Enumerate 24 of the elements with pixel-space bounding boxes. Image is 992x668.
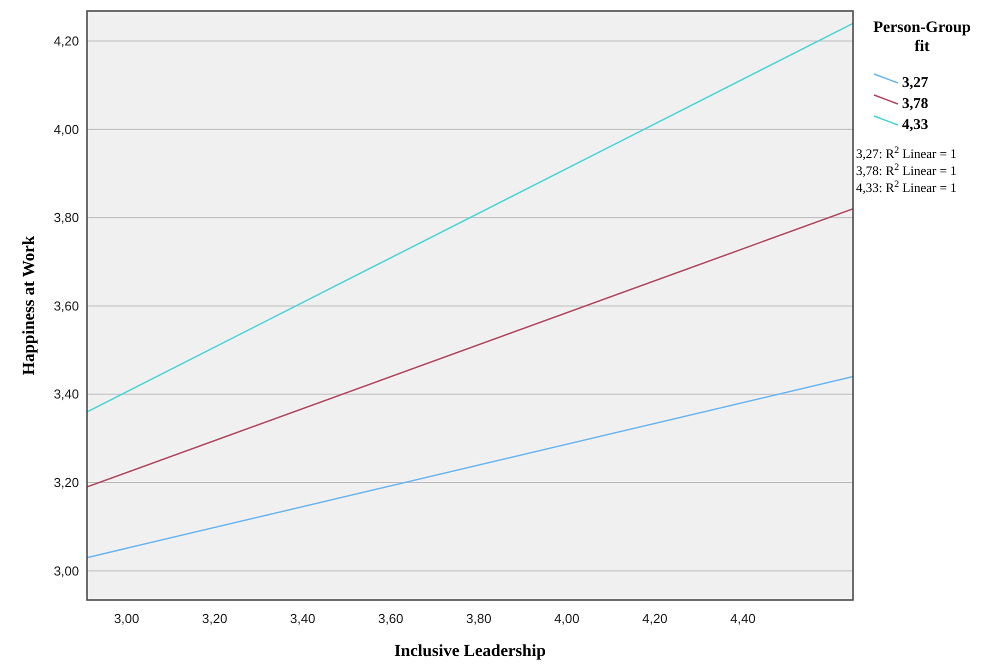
x-tick-label: 3,20	[202, 611, 228, 626]
x-axis-title: Inclusive Leadership	[394, 641, 546, 660]
legend-label: 4,33	[902, 117, 928, 133]
legend-title: Person-Group fit	[873, 19, 971, 55]
text: 3,78: R$^{2}$ Linear = 1	[856, 162, 957, 178]
text: 3,27: R$^{2}$ Linear = 1	[856, 144, 957, 161]
y-tick-label: 4,00	[54, 122, 79, 137]
legend-label: 3,27	[902, 75, 929, 91]
x-tick-label: 4,40	[730, 611, 756, 626]
x-tick-label: 3,40	[290, 611, 316, 626]
x-tick-label: 3,80	[466, 611, 492, 626]
x-tick-label: 4,00	[554, 611, 580, 626]
y-tick-label: 4,20	[54, 34, 79, 49]
text: 4,33: R$^{2}$ Linear = 1	[856, 178, 957, 195]
y-tick-label: 3,40	[54, 386, 79, 402]
x-tick-label: 3,00	[114, 611, 140, 626]
x-tick-label: 3,60	[378, 611, 404, 626]
y-tick-label: 3,60	[54, 298, 79, 314]
y-tick-label: 3,80	[54, 210, 79, 226]
legend-label: 3,78	[902, 96, 928, 112]
x-tick-label: 4,20	[642, 611, 668, 626]
y-tick-label: 3,00	[54, 563, 79, 578]
y-tick-label: 3,20	[54, 475, 79, 490]
y-axis-title: Happiness at Work	[19, 235, 38, 376]
